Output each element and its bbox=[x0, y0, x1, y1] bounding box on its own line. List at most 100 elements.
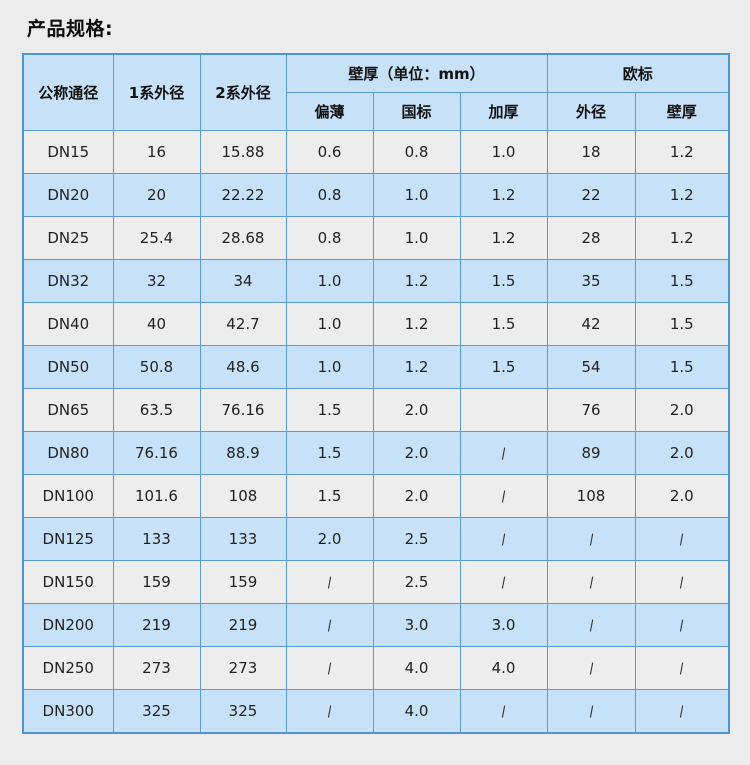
cell: 2.0 bbox=[372, 431, 461, 475]
cell: 2.0 bbox=[372, 474, 461, 518]
cell: 25.4 bbox=[112, 216, 201, 260]
cell: DN25 bbox=[22, 216, 114, 260]
cell: 273 bbox=[112, 646, 201, 690]
table-row: DN50 50.8 48.6 1.0 1.2 1.5 54 1.5 bbox=[22, 345, 730, 389]
na-diagonal-mark: \ bbox=[497, 531, 510, 549]
na-diagonal-mark: \ bbox=[323, 660, 336, 678]
cell: 1.5 bbox=[459, 259, 548, 303]
cell: \ bbox=[546, 517, 636, 561]
na-diagonal-mark: \ bbox=[585, 574, 597, 592]
cell: \ bbox=[459, 431, 548, 475]
cell: 20 bbox=[112, 173, 201, 217]
cell: 325 bbox=[112, 689, 201, 734]
cell: 1.0 bbox=[285, 259, 374, 303]
cell: DN20 bbox=[22, 173, 114, 217]
na-diagonal-mark: \ bbox=[675, 531, 688, 549]
na-diagonal-mark: \ bbox=[497, 488, 510, 506]
cell: DN65 bbox=[22, 388, 114, 432]
table-row: DN80 76.16 88.9 1.5 2.0 \ 89 2.0 bbox=[22, 431, 730, 475]
cell: 1.5 bbox=[634, 259, 730, 303]
cell: 2.0 bbox=[634, 431, 730, 475]
cell: \ bbox=[634, 646, 730, 690]
cell: DN32 bbox=[22, 259, 114, 303]
cell: \ bbox=[634, 603, 730, 647]
col-header-thickened: 加厚 bbox=[459, 92, 548, 131]
cell: 159 bbox=[112, 560, 201, 604]
table-row: DN32 32 34 1.0 1.2 1.5 35 1.5 bbox=[22, 259, 730, 303]
cell: \ bbox=[546, 560, 636, 604]
cell: \ bbox=[634, 689, 730, 734]
na-diagonal-mark: \ bbox=[323, 617, 336, 635]
cell: 108 bbox=[199, 474, 287, 518]
cell: 32 bbox=[112, 259, 201, 303]
cell: 16 bbox=[112, 130, 201, 174]
cell: 1.2 bbox=[634, 173, 730, 217]
na-diagonal-mark: \ bbox=[675, 660, 688, 678]
cell: 28 bbox=[546, 216, 636, 260]
cell: 63.5 bbox=[112, 388, 201, 432]
col-group-eu-standard: 欧标 bbox=[546, 53, 730, 93]
col-header-eu-od: 外径 bbox=[546, 92, 636, 131]
cell: 1.0 bbox=[372, 173, 461, 217]
cell: DN50 bbox=[22, 345, 114, 389]
table-row: DN100 101.6 108 1.5 2.0 \ 108 2.0 bbox=[22, 474, 730, 518]
table-body: DN15 16 15.88 0.6 0.8 1.0 18 1.2 DN20 20 22.22 0.8 1… bbox=[22, 130, 730, 734]
cell: 2.0 bbox=[372, 388, 461, 432]
cell: 50.8 bbox=[112, 345, 201, 389]
cell: \ bbox=[285, 603, 374, 647]
cell: 1.2 bbox=[372, 345, 461, 389]
cell: 1.5 bbox=[285, 431, 374, 475]
na-diagonal-mark: \ bbox=[675, 574, 688, 592]
cell: 35 bbox=[546, 259, 636, 303]
cell: 40 bbox=[112, 302, 201, 346]
col-header-national-standard: 国标 bbox=[372, 92, 461, 131]
cell: 0.8 bbox=[285, 173, 374, 217]
cell: 2.5 bbox=[372, 560, 461, 604]
cell: 22 bbox=[546, 173, 636, 217]
table-row: DN15 16 15.88 0.6 0.8 1.0 18 1.2 bbox=[22, 130, 730, 174]
spec-table: 公称通径 1系外径 2系外径 壁厚（单位：mm） 欧标 偏薄 国标 加厚 外径 … bbox=[22, 53, 730, 734]
header-row-top: 公称通径 1系外径 2系外径 壁厚（单位：mm） 欧标 bbox=[22, 53, 730, 131]
cell: \ bbox=[459, 560, 548, 604]
col-header-nominal-diameter: 公称通径 bbox=[22, 53, 114, 131]
na-diagonal-mark: \ bbox=[497, 703, 510, 721]
cell: 4.0 bbox=[459, 646, 548, 690]
cell: 76.16 bbox=[199, 388, 287, 432]
cell: \ bbox=[285, 646, 374, 690]
cell: 54 bbox=[546, 345, 636, 389]
cell: DN15 bbox=[22, 130, 114, 174]
na-diagonal-mark: \ bbox=[585, 531, 597, 549]
cell: 325 bbox=[199, 689, 287, 734]
cell: 4.0 bbox=[372, 646, 461, 690]
cell: 89 bbox=[546, 431, 636, 475]
cell: 1.0 bbox=[372, 216, 461, 260]
cell: DN250 bbox=[22, 646, 114, 690]
table-row: DN65 63.5 76.16 1.5 2.0 76 2.0 bbox=[22, 388, 730, 432]
cell: 42 bbox=[546, 302, 636, 346]
cell: 1.2 bbox=[634, 130, 730, 174]
cell: \ bbox=[546, 646, 636, 690]
cell: DN125 bbox=[22, 517, 114, 561]
cell: 1.5 bbox=[634, 302, 730, 346]
cell: \ bbox=[285, 560, 374, 604]
cell: 1.2 bbox=[459, 173, 548, 217]
col-header-thin: 偏薄 bbox=[285, 92, 374, 131]
cell: \ bbox=[459, 517, 548, 561]
col-header-eu-wall: 壁厚 bbox=[634, 92, 730, 131]
table-row: DN25 25.4 28.68 0.8 1.0 1.2 28 1.2 bbox=[22, 216, 730, 260]
na-diagonal-mark: \ bbox=[323, 574, 336, 592]
cell: 219 bbox=[199, 603, 287, 647]
cell: 15.88 bbox=[199, 130, 287, 174]
col-group-wall-thickness: 壁厚（单位：mm） bbox=[285, 53, 548, 93]
cell: 0.6 bbox=[285, 130, 374, 174]
cell: 1.0 bbox=[285, 302, 374, 346]
cell: DN150 bbox=[22, 560, 114, 604]
cell: 1.2 bbox=[634, 216, 730, 260]
cell: 3.0 bbox=[459, 603, 548, 647]
na-diagonal-mark: \ bbox=[497, 574, 510, 592]
header-row-sub: 偏薄 国标 加厚 外径 壁厚 bbox=[23, 92, 730, 131]
page-title: 产品规格: bbox=[27, 18, 114, 40]
na-diagonal-mark: \ bbox=[497, 445, 510, 463]
cell: 2.0 bbox=[634, 388, 730, 432]
cell: 0.8 bbox=[285, 216, 374, 260]
